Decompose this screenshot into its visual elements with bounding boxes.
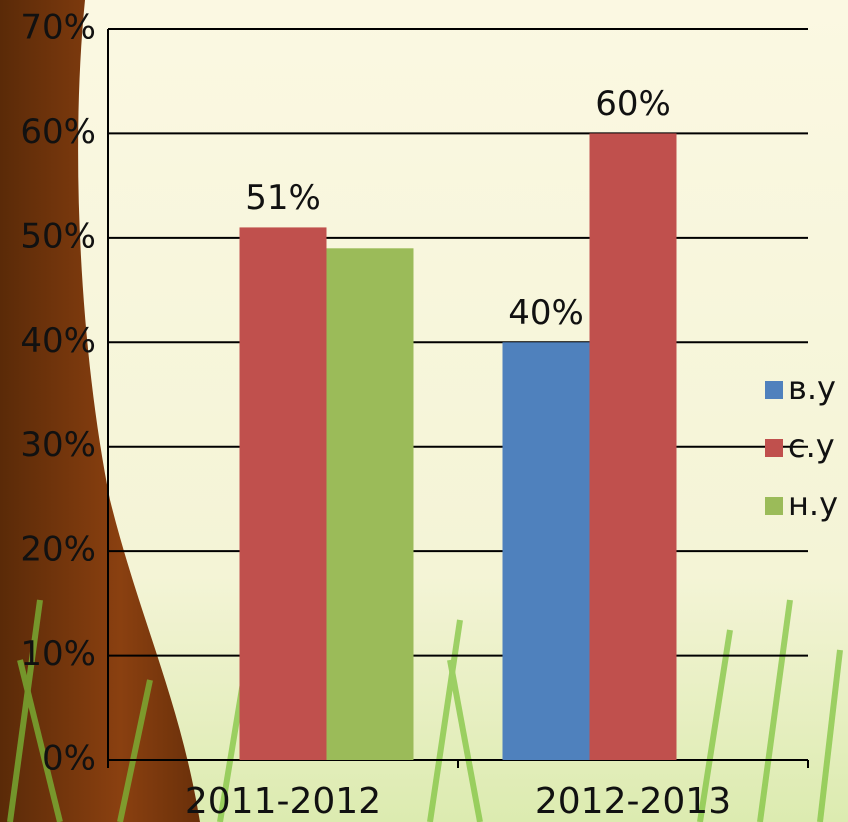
- bar: [502, 342, 590, 760]
- y-tick-label: 50%: [20, 216, 96, 256]
- y-tick-label: 40%: [20, 321, 96, 361]
- y-tick-label: 10%: [20, 634, 96, 674]
- y-tick-label: 20%: [20, 530, 96, 570]
- legend-label: с.у: [788, 427, 835, 465]
- legend-label: н.у: [788, 485, 838, 523]
- bar: [589, 133, 677, 760]
- x-tick-label: 2011-2012: [185, 781, 381, 822]
- data-label: 51%: [245, 178, 321, 218]
- bar: [239, 227, 327, 760]
- grass: [7, 599, 843, 822]
- data-label: 60%: [595, 84, 671, 124]
- x-tick-label: 2012-2013: [535, 781, 731, 822]
- bar: [326, 248, 414, 761]
- y-tick-label: 60%: [20, 112, 96, 152]
- legend-swatch: [765, 497, 783, 515]
- y-tick-label: 30%: [20, 425, 96, 465]
- legend-swatch: [765, 381, 783, 399]
- legend-label: в.у: [788, 369, 836, 407]
- y-tick-label: 70%: [20, 8, 96, 48]
- data-label: 40%: [508, 293, 584, 333]
- legend-swatch: [765, 439, 783, 457]
- tree-trunk: [0, 0, 200, 822]
- y-tick-label: 0%: [42, 739, 96, 779]
